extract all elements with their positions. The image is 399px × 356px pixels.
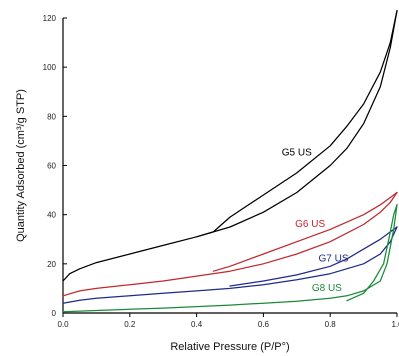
series-label: G8 US — [312, 283, 342, 294]
g8-us-adsorption-line — [62, 204, 398, 313]
x-tick-label: 0.2 — [124, 320, 136, 329]
x-tick-label: 0.8 — [325, 320, 337, 329]
g6-us-adsorption-line — [62, 191, 398, 297]
g5-us-adsorption-line — [62, 9, 398, 282]
y-tick-label: 80 — [47, 112, 56, 121]
y-tick-label: 60 — [47, 162, 56, 171]
y-tick-label: 0 — [52, 309, 57, 318]
y-tick-label: 20 — [47, 260, 56, 269]
series-label: G5 US — [282, 148, 312, 159]
series-layer — [62, 9, 398, 313]
y-tick-label: 40 — [47, 211, 56, 220]
series-labels: G5 US G6 US G7 US G8 US — [282, 148, 349, 294]
y-axis-title: Quantity Adsorbed (cm³/g STP) — [15, 89, 27, 242]
series-label: G6 US — [295, 219, 325, 230]
g7-us-adsorption-line — [62, 226, 398, 304]
axes: 0.0 0.2 0.4 0.6 0.8 1.0 0 20 40 60 80 100 120 — [43, 14, 399, 329]
x-tick-label: 1.0 — [391, 320, 399, 329]
y-tick-label: 100 — [43, 63, 57, 72]
y-tick-label: 120 — [43, 14, 57, 23]
g6-us-desorption-line — [212, 191, 398, 272]
x-tick-label: 0.6 — [258, 320, 270, 329]
g8-us-desorption-line — [346, 204, 398, 302]
x-axis-title: Relative Pressure (P/P°) — [170, 341, 289, 353]
series-label: G7 US — [319, 253, 349, 264]
g5-us-desorption-line — [195, 9, 398, 238]
x-tick-label: 0.0 — [57, 320, 69, 329]
x-tick-label: 0.4 — [191, 320, 203, 329]
g7-us-desorption-line — [229, 226, 398, 287]
